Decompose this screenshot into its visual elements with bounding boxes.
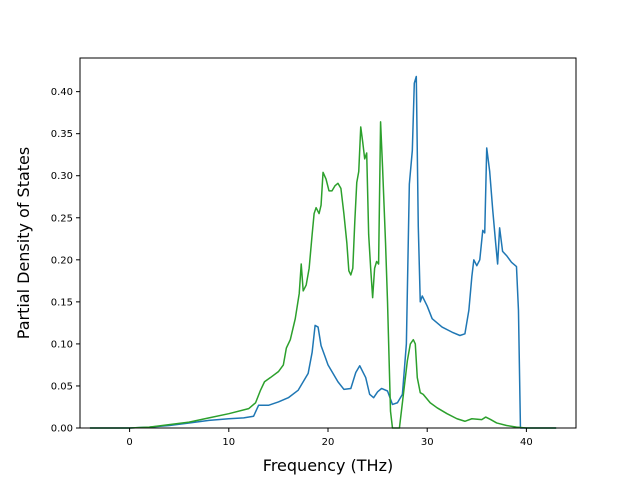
plot-frame [79,57,577,429]
series-line-2 [89,121,557,429]
series-line-1 [89,75,557,429]
y-tick-label: 0.15 [51,297,73,308]
y-tick-label: 0.20 [51,255,73,266]
series-layer [89,75,557,429]
y-tick-label: 0.30 [51,171,73,182]
y-tick-label: 0.35 [51,129,73,140]
x-axis-ticks: 0 10 20 30 40 [126,428,533,448]
x-tick-label: 30 [421,437,434,448]
y-tick-label: 0.10 [51,339,73,350]
x-axis-label: Frequency (THz) [263,456,393,475]
y-tick-label: 0.25 [51,213,73,224]
x-tick-label: 20 [322,437,335,448]
y-axis-label: Partial Density of States [14,147,33,339]
x-tick-label: 10 [222,437,235,448]
y-axis-ticks: 0.00 0.05 0.10 0.15 0.20 0.25 0.30 0.35 0.40 [51,87,80,435]
y-tick-label: 0.05 [51,381,73,392]
y-tick-label: 0.40 [51,87,73,98]
x-tick-label: 0 [126,437,132,448]
y-tick-label: 0.00 [51,424,73,435]
x-tick-label: 40 [520,437,533,448]
